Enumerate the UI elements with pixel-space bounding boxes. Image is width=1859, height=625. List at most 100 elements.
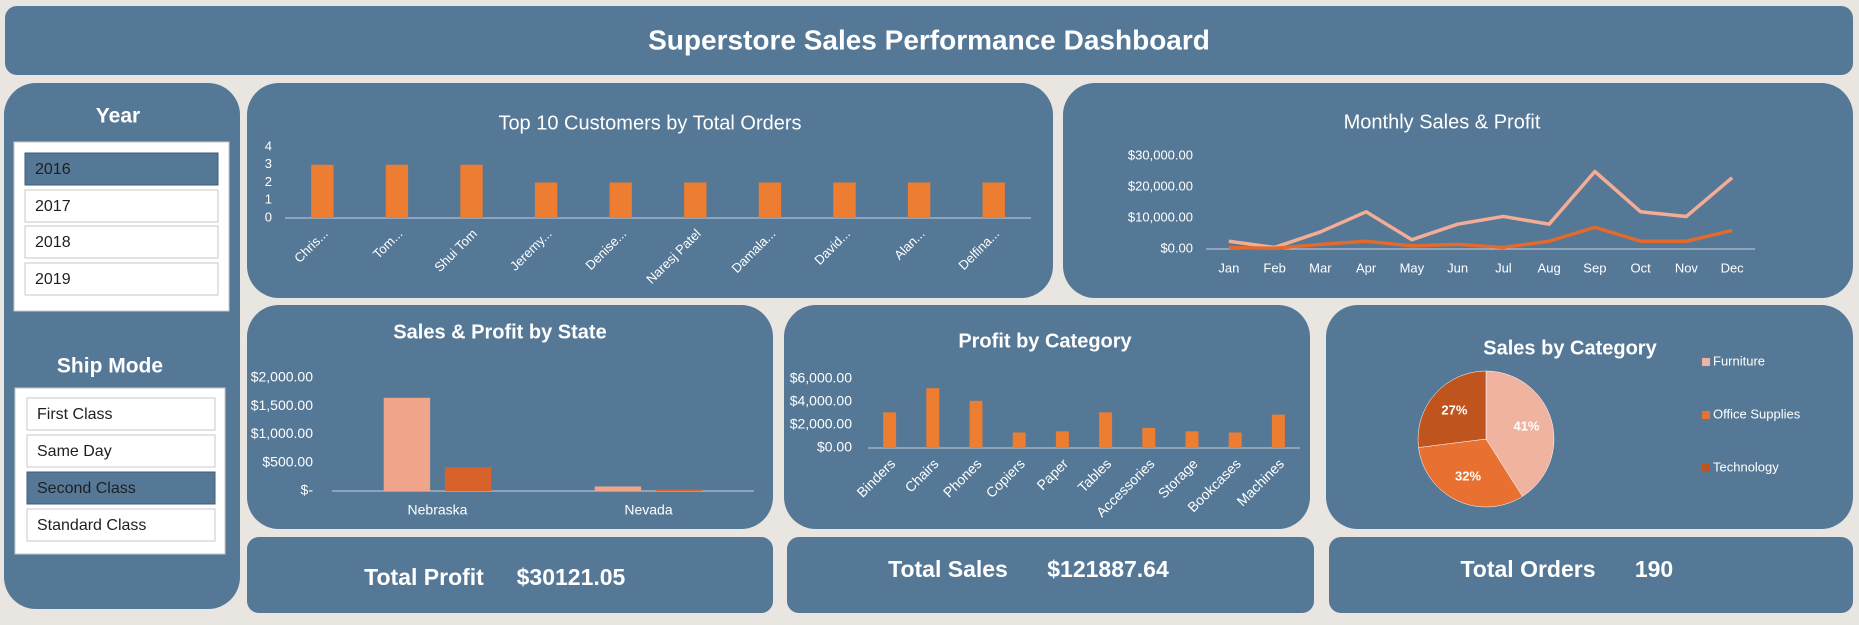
x-tick-label: Aug [1538, 260, 1561, 275]
data-label: 41% [1513, 419, 1539, 434]
kpi-value: 190 [1635, 556, 1673, 582]
y-tick-label: $500.00 [262, 453, 313, 469]
bar [383, 397, 431, 491]
kpi-value: $30121.05 [517, 564, 626, 590]
x-tick-label: Nov [1675, 260, 1699, 275]
x-tick-label: Sep [1583, 260, 1606, 275]
slicer-item[interactable] [24, 189, 219, 223]
bar [594, 486, 642, 491]
y-tick-label: $10,000.00 [1128, 209, 1193, 224]
kpi-panel [787, 537, 1314, 613]
slicer-item-label[interactable]: First Class [37, 406, 113, 423]
slicer-item[interactable] [26, 471, 216, 505]
y-tick-label: $1,500.00 [251, 397, 313, 413]
bar [684, 182, 707, 218]
y-tick-label: $2,000.00 [251, 369, 313, 385]
chart-title: Profit by Category [958, 330, 1132, 352]
bar [311, 164, 334, 218]
bar [1271, 414, 1285, 448]
chart-title: Top 10 Customers by Total Orders [498, 112, 801, 134]
legend-swatch [1702, 411, 1710, 419]
x-tick-label: Feb [1263, 260, 1285, 275]
y-tick-label: $0.00 [1160, 240, 1193, 255]
kpi-value: $121887.64 [1047, 556, 1169, 582]
bar [1099, 412, 1113, 448]
y-tick-label: $20,000.00 [1128, 178, 1193, 193]
slicer-item-label[interactable]: 2019 [35, 271, 71, 288]
x-tick-label: Mar [1309, 260, 1332, 275]
slicer-item[interactable] [24, 225, 219, 259]
chart-title: Monthly Sales & Profit [1344, 111, 1541, 133]
legend-label: Technology [1713, 459, 1779, 474]
y-tick-label: $30,000.00 [1128, 147, 1193, 162]
bar [655, 489, 703, 491]
bar [444, 467, 492, 491]
bar [1228, 432, 1242, 448]
x-tick-label: Jun [1447, 260, 1468, 275]
x-tick-label: Jan [1218, 260, 1239, 275]
bar [1142, 427, 1156, 448]
slicer-item-label[interactable]: 2017 [35, 198, 71, 215]
line-series [1228, 225, 1733, 251]
y-tick-label: $1,000.00 [251, 425, 313, 441]
bar [1185, 431, 1199, 448]
x-tick-label: Apr [1356, 260, 1377, 275]
legend-label: Office Supplies [1713, 406, 1801, 421]
bar [969, 400, 983, 448]
bar [833, 182, 856, 218]
bar [926, 388, 940, 448]
chart-panel [784, 305, 1310, 529]
chart-title: Sales & Profit by State [393, 321, 606, 343]
header-panel [5, 6, 1853, 75]
y-tick-label: 2 [265, 174, 272, 189]
slicer-item[interactable] [26, 508, 216, 542]
x-tick-label: Dec [1721, 260, 1745, 275]
slicer-item[interactable] [24, 152, 219, 186]
bar [1012, 432, 1026, 448]
x-tick-label: Nebraska [408, 502, 468, 518]
slicer-title: Year [96, 105, 140, 128]
bar [385, 164, 409, 218]
pie-slice [1485, 370, 1555, 497]
y-tick-label: 0 [265, 209, 272, 224]
slicer-item[interactable] [24, 262, 219, 296]
slicer-item-label[interactable]: Same Day [37, 443, 112, 460]
slicer-item-label[interactable]: Second Class [37, 480, 136, 497]
line-series [1228, 169, 1734, 250]
x-tick-label: Nevada [624, 502, 672, 518]
slicer-item[interactable] [26, 397, 216, 431]
bar [883, 412, 897, 448]
kpi-label: Total Sales [888, 556, 1008, 582]
y-tick-label: $2,000.00 [790, 416, 852, 432]
y-tick-label: 3 [265, 156, 272, 171]
x-tick-label: Jul [1495, 260, 1512, 275]
bar [1055, 431, 1069, 448]
pie-slice [1417, 370, 1487, 448]
x-tick-label: Oct [1631, 260, 1652, 275]
legend-swatch [1702, 464, 1710, 472]
x-tick-label: May [1400, 260, 1425, 275]
legend-label: Furniture [1713, 353, 1765, 368]
slicer-item-label[interactable]: 2018 [35, 234, 71, 251]
dashboard-title: Superstore Sales Performance Dashboard [648, 24, 1210, 55]
y-tick-label: 4 [265, 138, 272, 153]
y-tick-label: $0.00 [817, 439, 852, 455]
legend-swatch [1702, 358, 1710, 366]
y-tick-label: $6,000.00 [790, 370, 852, 386]
bar [758, 182, 782, 218]
bar [460, 164, 483, 218]
slicer-item-label[interactable]: Standard Class [37, 517, 146, 534]
data-label: 32% [1455, 469, 1481, 484]
kpi-panel [1329, 537, 1853, 613]
y-tick-label: $- [301, 482, 314, 498]
slicer-item-label[interactable]: 2016 [35, 161, 71, 178]
bar [534, 182, 558, 218]
y-tick-label: $4,000.00 [790, 393, 852, 409]
slicer-item[interactable] [26, 434, 216, 468]
chart-title: Sales by Category [1483, 337, 1657, 359]
kpi-label: Total Profit [364, 564, 484, 590]
kpi-label: Total Orders [1460, 556, 1595, 582]
kpi-panel [247, 537, 773, 613]
data-label: 27% [1441, 403, 1467, 418]
